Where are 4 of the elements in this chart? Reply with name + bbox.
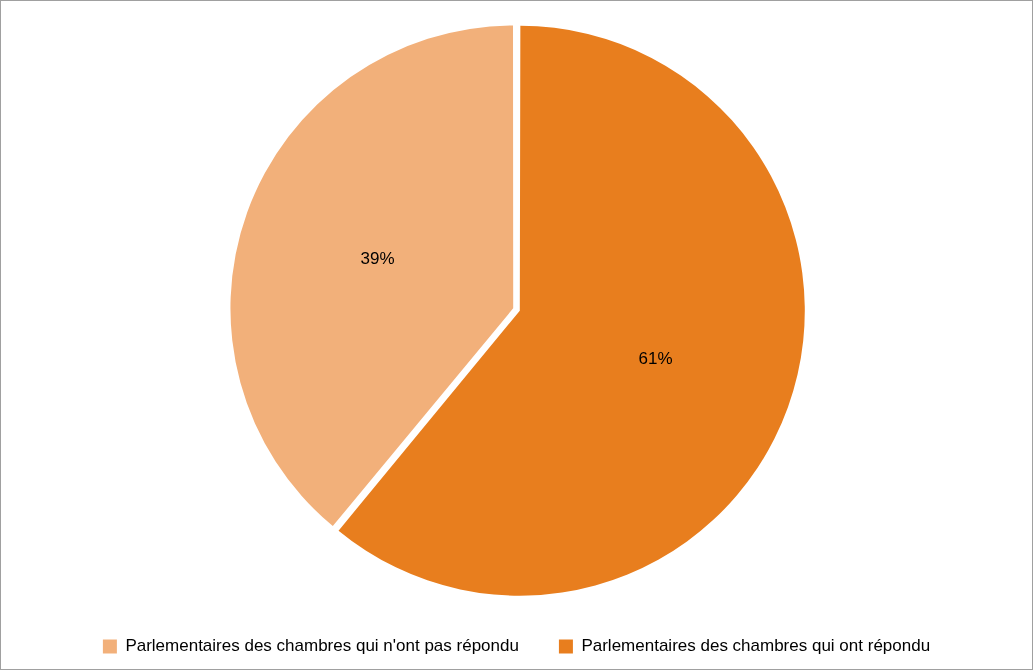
legend-label: Parlementaires des chambres qui ont répondu [581, 636, 931, 656]
data-label: 39% [360, 249, 395, 269]
legend-label: Parlementaires des chambres qui n'ont pas répondu [125, 636, 519, 656]
data-label: 61% [638, 349, 673, 369]
